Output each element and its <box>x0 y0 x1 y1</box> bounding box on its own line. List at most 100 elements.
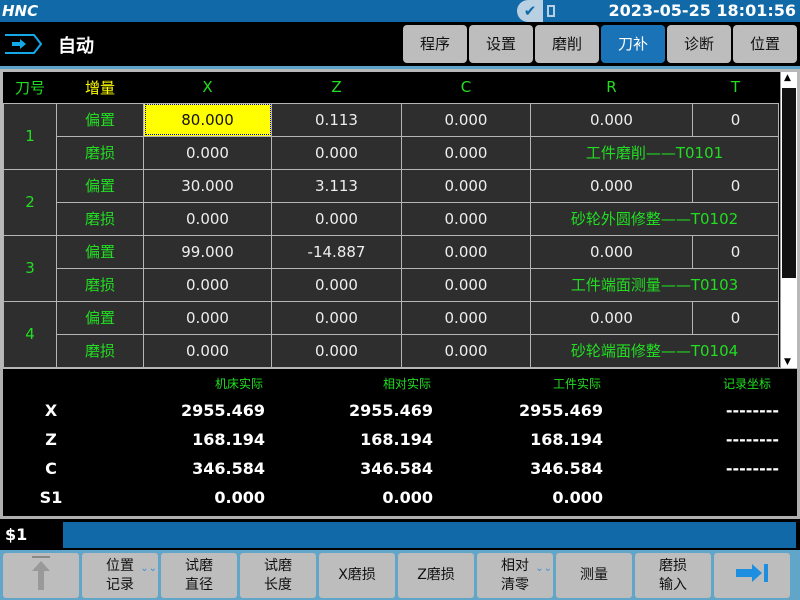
tool-number: 4 <box>3 300 57 368</box>
position-column-header: 机床实际 <box>214 377 263 391</box>
scroll-down-icon[interactable]: ▼ <box>784 357 791 367</box>
tab-4[interactable]: 诊断 <box>667 25 731 63</box>
offset-t-cell[interactable]: 0 <box>692 234 779 269</box>
softkey-label: 相对 清零 <box>501 557 529 593</box>
softkey-6[interactable]: 相对 清零 ⌄⌄ <box>477 553 553 598</box>
softkey-7[interactable]: 测量 <box>556 553 632 598</box>
column-header: T <box>730 78 741 97</box>
wear-x-cell[interactable]: 0.000 <box>143 135 272 170</box>
auto-arrow-icon <box>5 34 42 54</box>
offset-x-cell[interactable]: 80.000 <box>143 102 272 137</box>
offset-r-cell[interactable]: 0.000 <box>530 168 693 203</box>
offset-c-cell[interactable]: 0.000 <box>401 168 531 203</box>
check-icon: ✔ <box>517 0 543 22</box>
position-value: -------- <box>725 430 779 449</box>
position-value: 0.000 <box>552 488 603 507</box>
tool-name-cell[interactable]: 砂轮端面修整——T0104 <box>530 333 779 368</box>
softkey-1[interactable]: 位置 记录 ⌄⌄ <box>82 553 158 598</box>
next-page-arrow-icon <box>734 562 770 590</box>
position-value: 2955.469 <box>180 401 265 420</box>
position-value: -------- <box>725 401 779 420</box>
softkey-3[interactable]: 试磨 长度 <box>240 553 316 598</box>
table-row-wear: 磨损 0.000 0.000 0.000 工件端面测量——T0103 <box>4 267 779 302</box>
offset-c-cell[interactable]: 0.000 <box>401 102 531 137</box>
row-type-label: 偏置 <box>56 300 144 335</box>
tool-name-cell[interactable]: 工件磨削——T0101 <box>530 135 779 170</box>
table-row-wear: 磨损 0.000 0.000 0.000 砂轮外圆修整——T0102 <box>4 201 779 236</box>
chevron-down-icon: ⌄⌄ <box>140 563 157 574</box>
wear-x-cell[interactable]: 0.000 <box>143 201 272 236</box>
offset-z-cell[interactable]: -14.887 <box>271 234 402 269</box>
wear-z-cell[interactable]: 0.000 <box>271 333 402 368</box>
offset-r-cell[interactable]: 0.000 <box>530 300 693 335</box>
tool-offset-table-panel: 刀号 增量 X Z C R T 1 偏置 80.000 0.113 0.000 0.000 0 磨损 0.0… <box>0 69 800 369</box>
column-header: 刀号 <box>14 78 45 97</box>
row-type-label: 偏置 <box>56 168 144 203</box>
wear-c-cell[interactable]: 0.000 <box>401 267 531 302</box>
wear-c-cell[interactable]: 0.000 <box>401 333 531 368</box>
chevron-down-icon: ⌄⌄ <box>535 563 552 574</box>
row-type-label: 磨损 <box>56 201 144 236</box>
wear-x-cell[interactable]: 0.000 <box>143 267 272 302</box>
position-value: 0.000 <box>382 488 433 507</box>
scroll-up-icon[interactable]: ▲ <box>784 73 791 83</box>
offset-c-cell[interactable]: 0.000 <box>401 300 531 335</box>
table-row-offset: 4 偏置 0.000 0.000 0.000 0.000 0 <box>3 300 779 368</box>
offset-z-cell[interactable]: 3.113 <box>271 168 402 203</box>
offset-z-cell[interactable]: 0.000 <box>271 300 402 335</box>
separator <box>0 66 800 69</box>
scrollbar-thumb[interactable] <box>782 88 796 278</box>
tab-2[interactable]: 磨削 <box>535 25 599 63</box>
wear-c-cell[interactable]: 0.000 <box>401 201 531 236</box>
offset-t-cell[interactable]: 0 <box>692 168 779 203</box>
position-value: 168.194 <box>192 430 265 449</box>
row-type-label: 磨损 <box>56 267 144 302</box>
tool-name-cell[interactable]: 砂轮外圆修整——T0102 <box>530 201 779 236</box>
offset-r-cell[interactable]: 0.000 <box>530 102 693 137</box>
column-header: X <box>202 78 213 97</box>
table-scrollbar[interactable]: ▲ ▼ <box>780 72 797 368</box>
position-value: 346.584 <box>192 459 265 478</box>
tab-5[interactable]: 位置 <box>733 25 797 63</box>
status-indicator-icon <box>547 5 555 17</box>
softkey-9[interactable] <box>714 553 790 598</box>
offset-x-cell[interactable]: 99.000 <box>143 234 272 269</box>
table-row-wear: 磨损 0.000 0.000 0.000 砂轮端面修整——T0104 <box>4 333 779 368</box>
wear-z-cell[interactable]: 0.000 <box>271 201 402 236</box>
command-input[interactable] <box>63 522 796 548</box>
offset-x-cell[interactable]: 30.000 <box>143 168 272 203</box>
mode-label: 自动 <box>58 36 94 57</box>
softkey-4[interactable]: X磨损 <box>319 553 395 598</box>
position-value: 346.584 <box>360 459 433 478</box>
offset-t-cell[interactable]: 0 <box>692 300 779 335</box>
softkey-0[interactable] <box>3 553 79 598</box>
offset-x-cell[interactable]: 0.000 <box>143 300 272 335</box>
offset-t-cell[interactable]: 0 <box>692 102 779 137</box>
position-panel: 机床实际 相对实际 工件实际 记录坐标 X 2955.469 2955.469 2955.46… <box>0 369 800 519</box>
column-header: Z <box>331 78 342 97</box>
tab-3[interactable]: 刀补 <box>601 25 665 63</box>
tab-0[interactable]: 程序 <box>403 25 467 63</box>
position-value: 2955.469 <box>348 401 433 420</box>
wear-x-cell[interactable]: 0.000 <box>143 333 272 368</box>
wear-z-cell[interactable]: 0.000 <box>271 267 402 302</box>
column-header: R <box>606 78 617 97</box>
offset-z-cell[interactable]: 0.113 <box>271 102 402 137</box>
table-row-offset: 2 偏置 30.000 3.113 0.000 0.000 0 <box>3 168 779 236</box>
softkey-8[interactable]: 磨损 输入 <box>635 553 711 598</box>
tool-name-cell[interactable]: 工件端面测量——T0103 <box>530 267 779 302</box>
position-column-header: 工件实际 <box>552 377 601 391</box>
softkey-5[interactable]: Z磨损 <box>398 553 474 598</box>
wear-c-cell[interactable]: 0.000 <box>401 135 531 170</box>
wear-z-cell[interactable]: 0.000 <box>271 135 402 170</box>
table-row-offset: 3 偏置 99.000 -14.887 0.000 0.000 0 <box>3 234 779 302</box>
table-row-offset: 1 偏置 80.000 0.113 0.000 0.000 0 <box>3 102 779 170</box>
axis-label: C <box>45 459 57 478</box>
offset-r-cell[interactable]: 0.000 <box>530 234 693 269</box>
position-value: 168.194 <box>530 430 603 449</box>
offset-c-cell[interactable]: 0.000 <box>401 234 531 269</box>
tab-1[interactable]: 设置 <box>469 25 533 63</box>
softkey-2[interactable]: 试磨 直径 <box>161 553 237 598</box>
softkey-label: 位置 记录 <box>106 557 134 593</box>
softkey-bar: 位置 记录 ⌄⌄ 试磨 直径 试磨 长度 X磨损 Z磨损 相对 清零 ⌄⌄ 测量 磨损 输入 <box>0 550 800 600</box>
